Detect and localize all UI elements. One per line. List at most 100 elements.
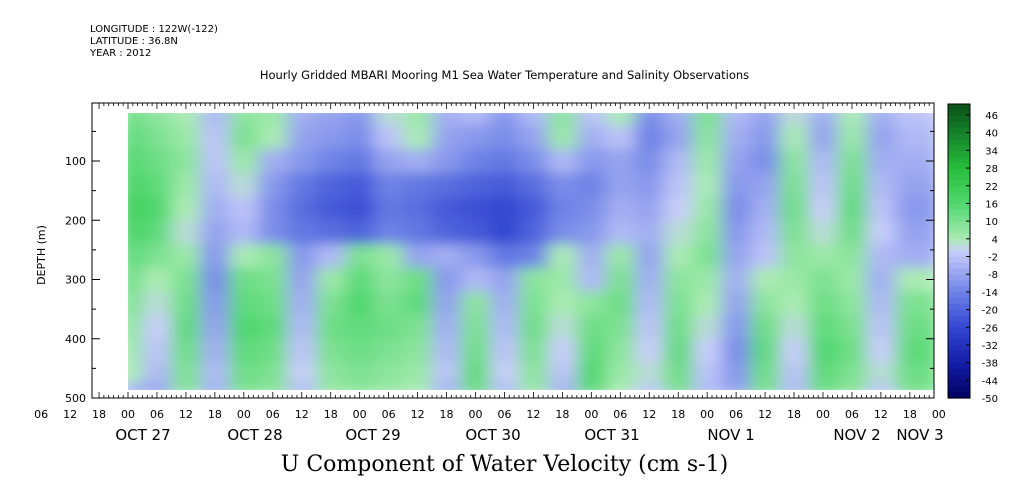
colorbar-swatch <box>948 303 970 311</box>
colorbar-swatch <box>948 115 970 123</box>
colorbar-swatch <box>948 245 970 252</box>
colorbar-label: 28 <box>985 164 998 175</box>
heatmap-cell <box>461 149 491 174</box>
colorbar-swatch <box>948 180 970 187</box>
y-axis: 100 200 300 400 500 <box>65 130 934 405</box>
heatmap-cell <box>128 113 144 127</box>
heatmap-cell <box>895 125 934 151</box>
heatmap-cell <box>634 362 665 385</box>
heatmap-cell <box>692 362 723 385</box>
heatmap-cell <box>866 383 897 390</box>
x-day-label: NOV 2 <box>833 426 880 444</box>
heatmap-cell <box>171 220 202 245</box>
heatmap-cell <box>837 362 868 385</box>
x-day-label: NOV 3 <box>896 426 943 444</box>
heatmap-cell <box>432 267 463 293</box>
heatmap-cell <box>171 267 202 293</box>
heatmap-cell <box>432 338 463 364</box>
heatmap-cell <box>171 149 202 174</box>
heatmap-cell <box>432 172 463 198</box>
heatmap-cell <box>374 125 405 151</box>
latitude-label: LATITUDE : 36.8N <box>90 36 178 47</box>
heatmap-cell <box>808 362 839 385</box>
heatmap-cell <box>432 196 463 222</box>
heatmap-cell <box>287 113 318 127</box>
heatmap-cell <box>374 362 405 385</box>
colorbar-swatch <box>948 186 970 193</box>
heatmap-cell <box>461 220 491 245</box>
heatmap-cell <box>489 196 520 222</box>
heatmap-cell <box>128 196 144 222</box>
heatmap-cell <box>779 315 810 340</box>
heatmap-cell <box>547 172 578 198</box>
heatmap-cell <box>403 267 434 293</box>
heatmap-cell <box>374 172 405 198</box>
heatmap-cell <box>721 113 752 127</box>
heatmap-cell <box>518 196 549 222</box>
heatmap-cell <box>200 267 231 293</box>
heatmap-cell <box>345 172 376 198</box>
y-tick-label: 300 <box>65 274 86 287</box>
heatmap-cell <box>663 149 694 174</box>
heatmap-cell <box>692 149 723 174</box>
heatmap-cell <box>837 383 868 390</box>
heatmap-cell <box>200 338 231 364</box>
heatmap-cell <box>287 383 318 390</box>
heatmap-cell <box>374 113 405 127</box>
heatmap-cell <box>171 113 202 127</box>
heatmap-cell <box>576 267 607 293</box>
heatmap-cell <box>605 149 636 174</box>
heatmap-cell <box>750 196 781 222</box>
heatmap-cell <box>663 172 694 198</box>
heatmap-cell <box>229 267 260 293</box>
colorbar-label: 46 <box>985 111 998 122</box>
heatmap-cell <box>128 362 144 385</box>
heatmap-cell <box>663 267 694 293</box>
x-hour-label: 18 <box>208 408 222 421</box>
heatmap-cell <box>374 383 405 390</box>
heatmap-cell <box>866 220 897 245</box>
colorbar-swatch <box>948 209 970 217</box>
heatmap-cell <box>634 243 665 269</box>
heatmap-cell <box>142 243 173 269</box>
chart-title: Hourly Gridded MBARI Mooring M1 Sea Wate… <box>259 68 750 82</box>
heatmap-cell <box>200 243 231 269</box>
heatmap-cell <box>663 338 694 364</box>
colorbar-label: -32 <box>982 341 998 352</box>
heatmap-cell <box>345 362 376 385</box>
heatmap-cell <box>287 291 318 317</box>
heatmap-cell <box>345 315 376 340</box>
heatmap-cell <box>461 243 491 269</box>
y-axis-label: DEPTH (m) <box>35 225 48 285</box>
colorbar-label: -2 <box>988 253 998 264</box>
heatmap-cell <box>258 291 289 317</box>
heatmap-cell <box>518 243 549 269</box>
colorbar-label: 4 <box>992 235 998 246</box>
heatmap-cell <box>576 243 607 269</box>
heatmap-cell <box>287 267 318 293</box>
x-hour-label: 18 <box>440 408 454 421</box>
heatmap-cell <box>605 243 636 269</box>
colorbar-swatch <box>948 350 970 358</box>
heatmap-cell <box>489 220 520 245</box>
heatmap-cell <box>721 196 752 222</box>
heatmap-cell <box>200 220 231 245</box>
heatmap-cell <box>576 125 607 151</box>
heatmap-cell <box>489 113 520 127</box>
heatmap-cell <box>837 113 868 127</box>
x-hour-label: 18 <box>787 408 801 421</box>
heatmap-cell <box>721 362 752 385</box>
heatmap-cell <box>779 362 810 385</box>
heatmap-cell <box>229 113 260 127</box>
heatmap-cell <box>258 362 289 385</box>
heatmap-cell <box>345 196 376 222</box>
colorbar-swatch <box>948 168 970 176</box>
year-label: YEAR : 2012 <box>90 48 152 59</box>
heatmap-cell <box>403 383 434 390</box>
heatmap-cell <box>287 362 318 385</box>
heatmap-cell <box>634 196 665 222</box>
x-hour-label: 06 <box>613 408 627 421</box>
heatmap-cell <box>489 362 520 385</box>
heatmap-cell <box>432 291 463 317</box>
heatmap-cell <box>374 291 405 317</box>
